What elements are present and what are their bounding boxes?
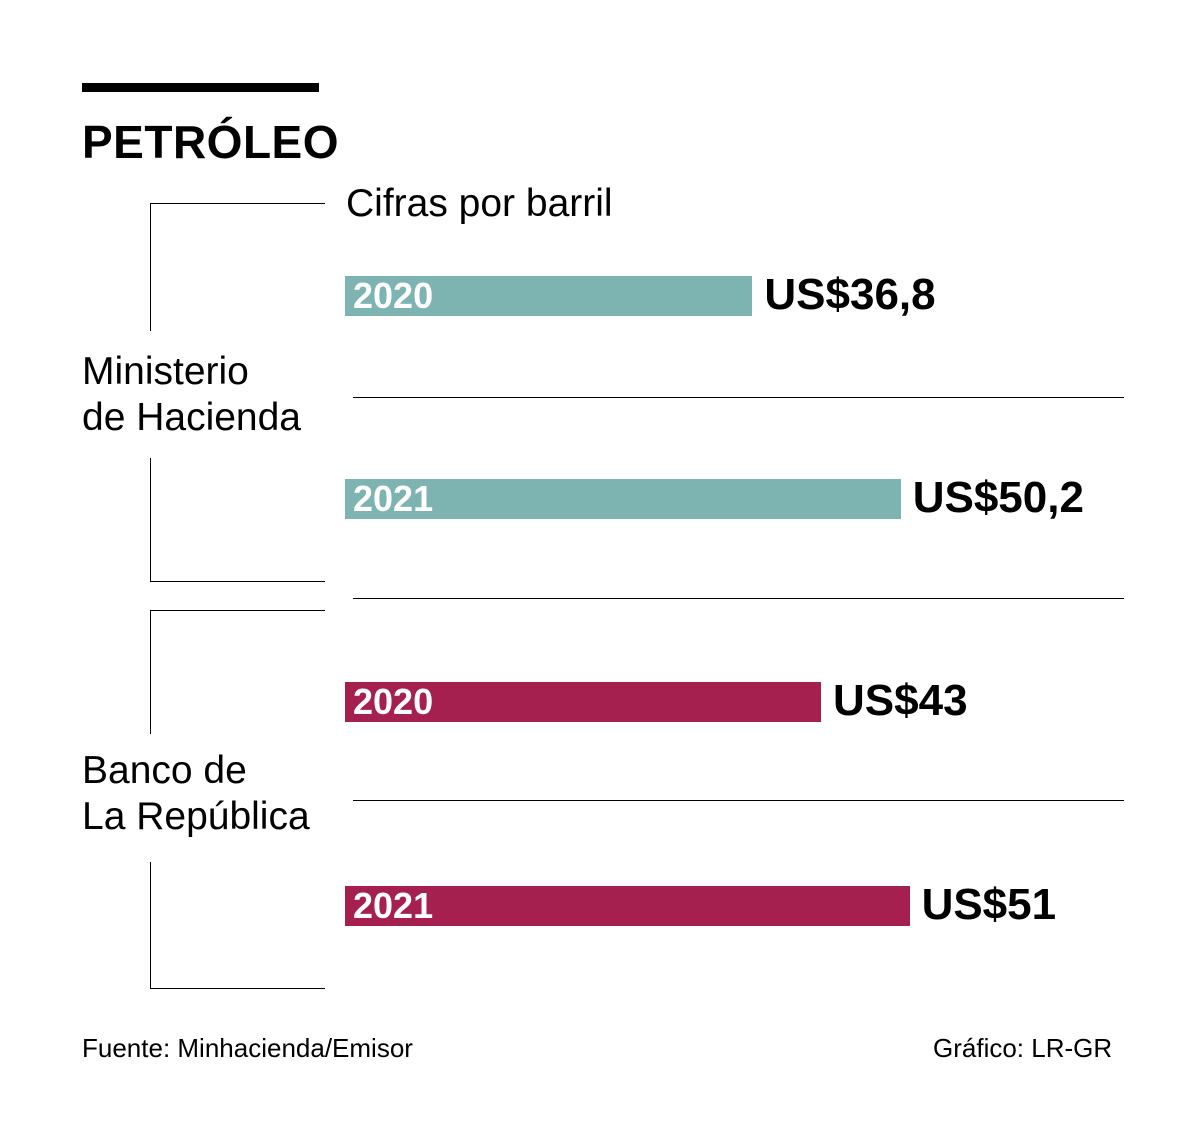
value-label-banco-2021: US$51: [921, 880, 1057, 929]
bracket-1-top-horizontal: [150, 203, 325, 204]
bar-ministerio-2021: 2021: [345, 479, 901, 519]
group-label-line: Banco de: [82, 749, 247, 792]
bar-year-label: 2020: [353, 275, 434, 316]
group-label-banco: Banco de La República: [82, 748, 310, 840]
bar-banco-2021: 2021: [345, 886, 910, 926]
source-note: Fuente: Minhacienda/Emisor: [82, 1033, 413, 1063]
credit-note: Gráfico: LR-GR: [933, 1033, 1113, 1063]
bracket-2-bottom-horizontal: [150, 988, 325, 989]
bar-banco-2020: 2020: [345, 682, 821, 722]
bracket-1-upper-vertical: [150, 203, 151, 331]
group-label-ministerio: Ministerio de Hacienda: [82, 349, 301, 441]
chart-title: PETRÓLEO: [82, 116, 340, 168]
group-label-line: de Hacienda: [82, 396, 301, 439]
value-label-ministerio-2020: US$36,8: [764, 270, 936, 319]
value-label-banco-2020: US$43: [833, 676, 968, 725]
bar-year-label: 2021: [353, 885, 434, 926]
bar-year-label: 2020: [353, 681, 434, 722]
bracket-2-top-horizontal: [150, 610, 325, 611]
bracket-2-upper-vertical: [150, 610, 151, 734]
group-label-line: La República: [82, 795, 310, 838]
bracket-2-lower-vertical: [150, 862, 151, 989]
bar-divider: [353, 598, 1124, 599]
bracket-1-lower-vertical: [150, 458, 151, 582]
bar-year-label: 2021: [353, 478, 434, 519]
bar-divider: [353, 397, 1124, 398]
bar-divider: [353, 800, 1124, 801]
group-label-line: Ministerio: [82, 350, 249, 393]
bar-ministerio-2020: 2020: [345, 275, 753, 316]
title-rule: [82, 83, 319, 92]
chart-subtitle: Cifras por barril: [346, 182, 613, 225]
bracket-1-bottom-horizontal: [150, 581, 325, 582]
value-label-ministerio-2021: US$50,2: [912, 473, 1084, 522]
